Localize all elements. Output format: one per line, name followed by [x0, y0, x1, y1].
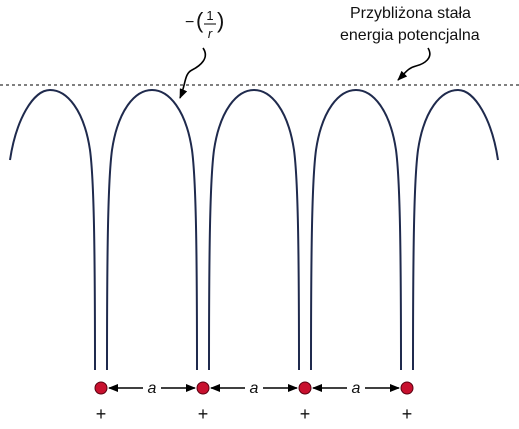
coulomb-label: − ( 1 r )	[185, 8, 224, 41]
ion-label: +	[96, 404, 107, 424]
ion-label: +	[402, 404, 413, 424]
ion-label: +	[300, 404, 311, 424]
spacing-label: a	[148, 380, 157, 397]
paren: (	[196, 8, 204, 33]
spacing: a a a	[109, 378, 399, 397]
potential-curve	[10, 90, 498, 370]
constant-label: Przybliżona stała	[350, 5, 471, 22]
denominator: r	[208, 26, 213, 41]
paren: )	[217, 8, 224, 33]
spacing-label: a	[352, 380, 361, 397]
pointer	[180, 48, 205, 98]
sign: −	[185, 14, 194, 31]
ion-label: +	[198, 404, 209, 424]
pointer	[398, 48, 430, 80]
numerator: 1	[206, 8, 213, 23]
spacing-label: a	[250, 380, 259, 397]
constant-label: energia potencjalna	[340, 27, 480, 44]
